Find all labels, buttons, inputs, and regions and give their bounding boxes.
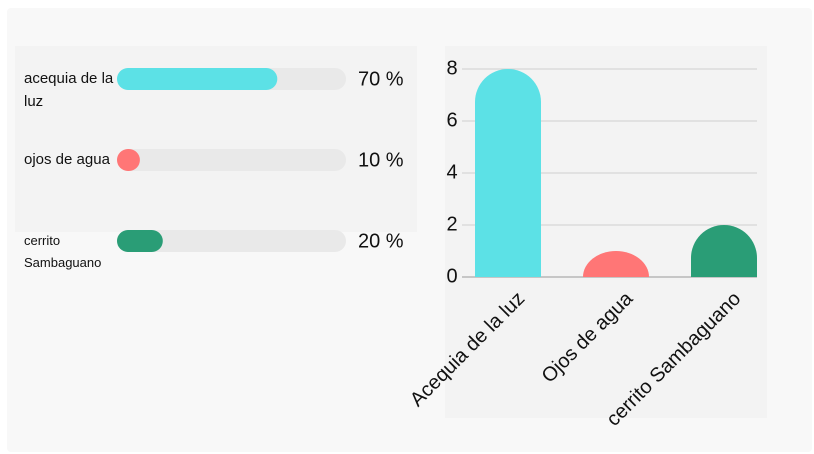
progress-track [117, 230, 346, 252]
progress-fill [117, 68, 278, 90]
y-tick-label: 8 [446, 57, 457, 79]
bar [691, 225, 757, 277]
progress-fill [117, 149, 140, 171]
y-tick-label: 4 [446, 161, 457, 183]
progress-fill [117, 230, 163, 252]
progress-label: acequia de la luz [24, 70, 114, 110]
bar [583, 251, 649, 277]
y-tick-label: 2 [446, 213, 457, 235]
progress-value: 20 % [358, 230, 404, 252]
y-tick-label: 6 [446, 109, 457, 131]
y-tick-label: 0 [446, 265, 457, 287]
progress-label: ojos de agua [24, 151, 110, 168]
progress-track [117, 149, 346, 171]
progress-value: 70 % [358, 68, 404, 90]
progress-label: cerrito Sambaguano [24, 233, 102, 270]
progress-value: 10 % [358, 149, 404, 171]
bar [475, 69, 541, 277]
